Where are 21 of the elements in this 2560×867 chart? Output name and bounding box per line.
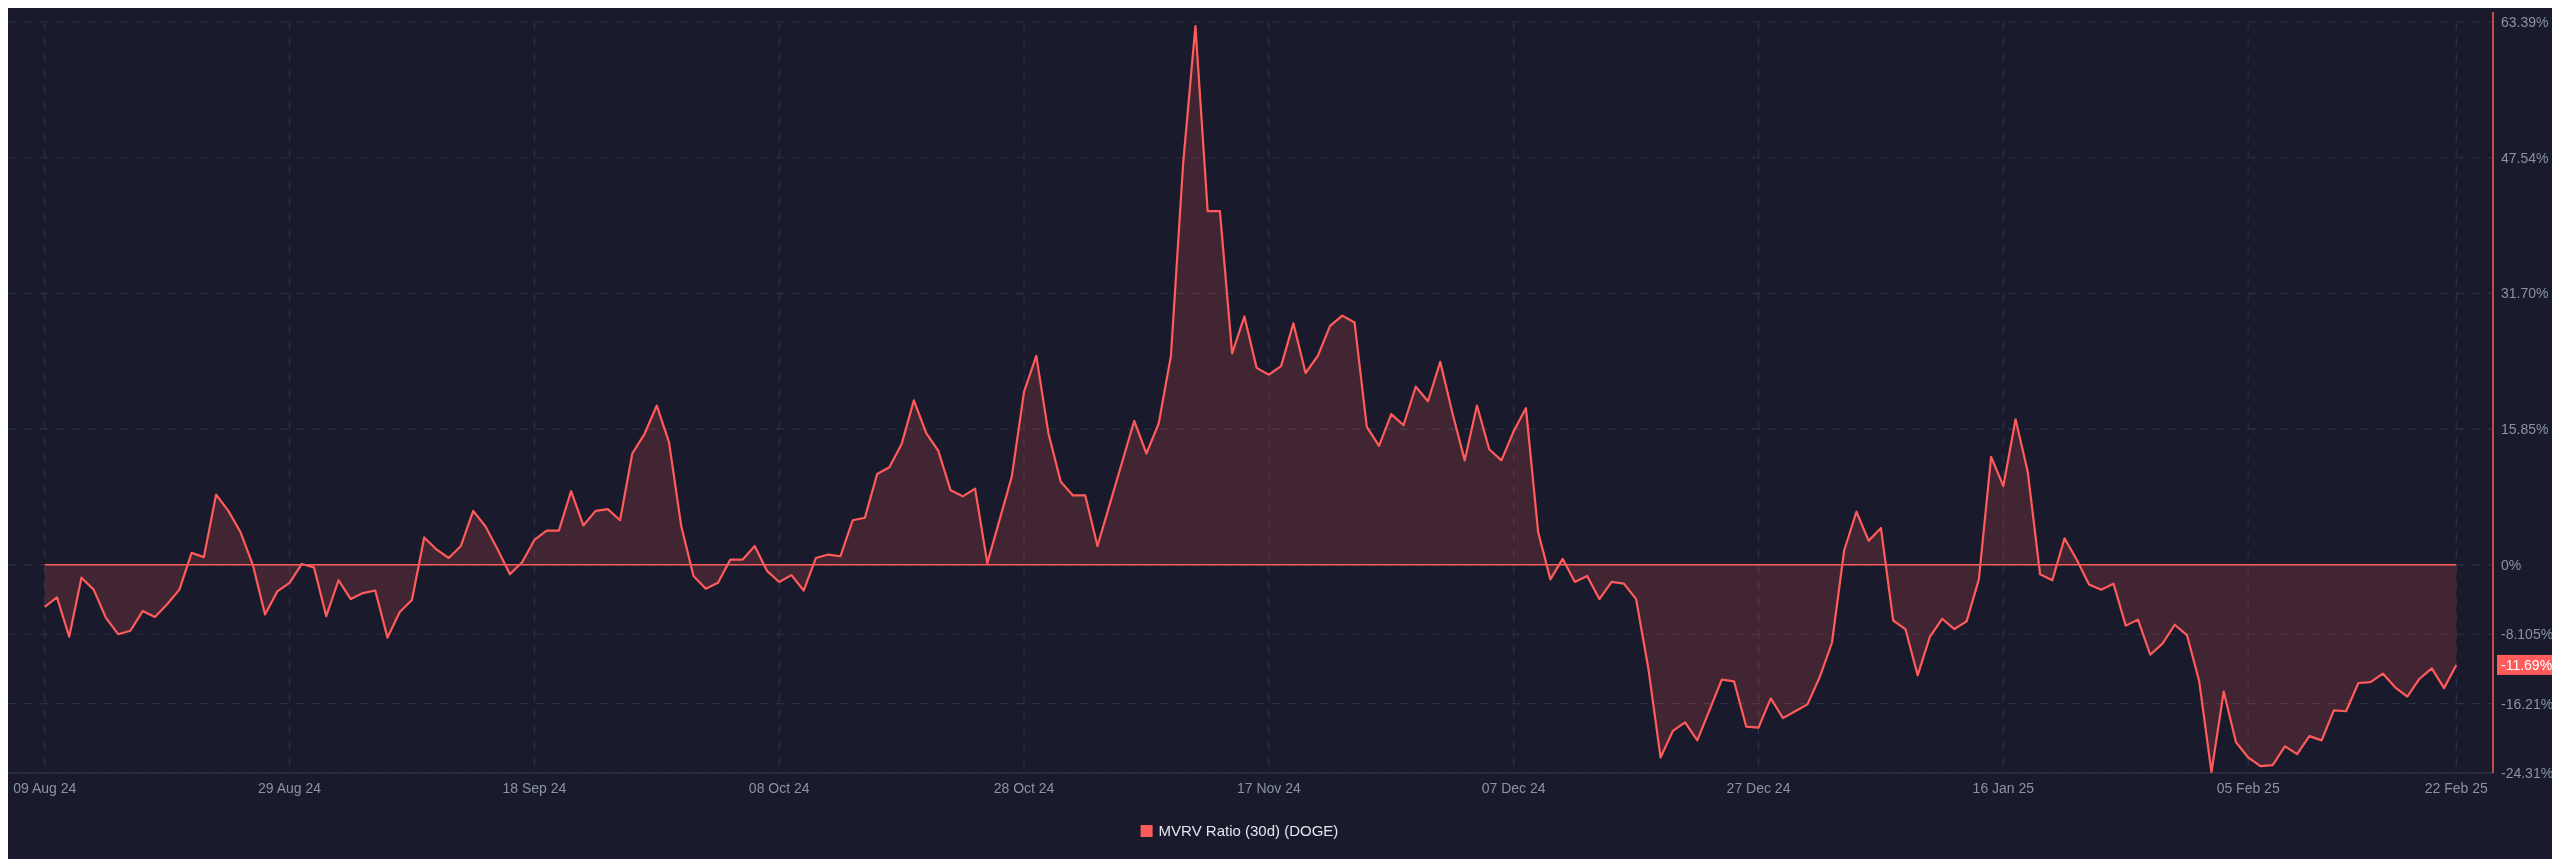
y-tick-label: -24.31% <box>2501 764 2554 781</box>
x-tick-label: 27 Dec 24 <box>1726 780 1791 796</box>
x-tick-label: 28 Oct 24 <box>993 780 1055 796</box>
y-tick-label: 31.70% <box>2501 285 2549 302</box>
y-tick-label: 47.54% <box>2501 149 2549 166</box>
legend-label: MVRV Ratio (30d) (DOGE) <box>1158 822 1339 840</box>
x-tick-label: 05 Feb 25 <box>2216 780 2280 796</box>
x-tick-label: 22 Feb 25 <box>2424 780 2489 796</box>
x-tick-label: 29 Aug 24 <box>258 780 322 796</box>
text: -11.69% <box>2501 656 2553 673</box>
y-tick-label: 63.39% <box>2501 13 2549 30</box>
y-tick-label: -16.21% <box>2501 695 2554 712</box>
y-tick-label: -8.105% <box>2501 626 2554 643</box>
x-tick-label: 07 Dec 24 <box>1481 780 1546 796</box>
x-tick-label: 09 Aug 24 <box>13 780 77 796</box>
x-tick-label: 08 Oct 24 <box>748 780 810 796</box>
x-tick-label: 17 Nov 24 <box>1236 780 1301 796</box>
y-tick-label: 15.85% <box>2501 421 2549 437</box>
x-tick-label: 18 Sep 24 <box>502 780 567 796</box>
y-tick-label: 0% <box>2501 556 2522 573</box>
x-tick-label: 16 Jan 25 <box>1972 780 2035 796</box>
